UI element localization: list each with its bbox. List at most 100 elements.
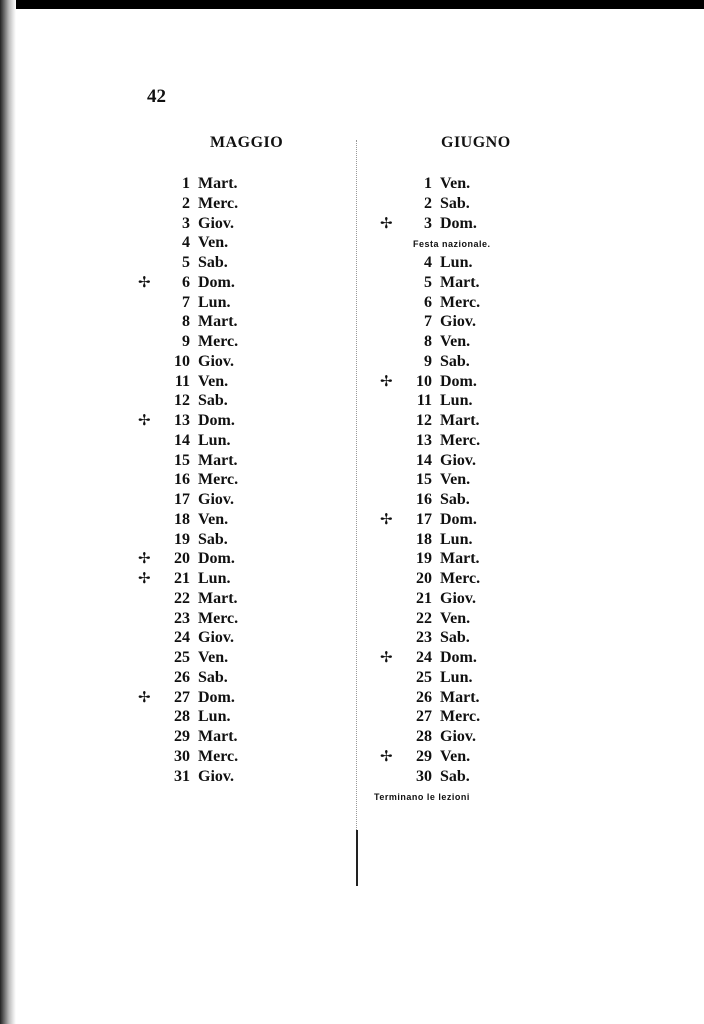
day-row: 11 Lun. — [380, 391, 550, 411]
day-number: 31 — [174, 767, 190, 785]
weekday-name: Merc. — [198, 609, 239, 627]
weekday-name: Giov. — [440, 728, 477, 745]
day-row: 10 Giov. — [138, 352, 308, 372]
month-heading-maggio: MAGGIO — [210, 134, 284, 151]
weekday-name: Dom. — [440, 372, 477, 390]
day-number: 6 — [182, 273, 190, 291]
weekday-name: Giov. — [440, 451, 477, 469]
day-row: 8 Mart. — [138, 312, 308, 332]
day-row: 1 Ven. — [380, 174, 550, 194]
day-row: 24 Giov. — [138, 628, 308, 648]
weekday-name: Giov. — [198, 352, 235, 370]
day-number: 17 — [416, 510, 432, 528]
day-row: 5 Mart. — [380, 273, 550, 293]
weekday-name: Sab. — [440, 629, 470, 647]
day-number: 7 — [182, 293, 190, 311]
weekday-name: Sab. — [440, 491, 470, 508]
weekday-name: Mart. — [440, 688, 480, 706]
day-number: 30 — [174, 747, 190, 765]
day-number: 18 — [174, 510, 190, 528]
day-number: 20 — [174, 550, 190, 568]
day-number: 1 — [182, 175, 190, 192]
cross-icon: ✢ — [138, 569, 151, 587]
day-row: 13 Merc. — [380, 431, 550, 451]
weekday-name: Sab. — [440, 767, 470, 785]
weekday-name: Merc. — [198, 194, 239, 212]
day-number: 22 — [416, 609, 432, 627]
weekday-name: Lun. — [198, 293, 231, 311]
weekday-name: Sab. — [198, 254, 228, 271]
day-row: 7 Giov. — [380, 312, 550, 332]
day-number: 21 — [174, 570, 190, 587]
day-row: 26 Mart. — [380, 688, 550, 708]
calendar-column-giugno: 1 Ven. 2 Sab. ✢ 3 Dom. Festa nazionale. 4 Lun. 5 Ma… — [374, 174, 550, 806]
weekday-name: Ven. — [440, 175, 471, 192]
day-number: 27 — [174, 688, 190, 706]
weekday-name: Dom. — [440, 510, 477, 528]
day-row: 19 Mart. — [380, 549, 550, 569]
day-row: 18 Lun. — [380, 530, 550, 550]
note-row: Festa nazionale. — [413, 233, 550, 253]
day-row: 16 Sab. — [380, 490, 550, 510]
cross-icon: ✢ — [380, 648, 393, 666]
day-row: 4 Ven. — [138, 233, 308, 253]
cross-icon: ✢ — [380, 371, 393, 390]
day-number: 16 — [174, 471, 190, 489]
weekday-name: Merc. — [440, 570, 481, 587]
weekday-name: Giov. — [198, 629, 235, 647]
cross-icon: ✢ — [138, 549, 151, 568]
day-number: 8 — [424, 333, 432, 350]
day-row: 30 Sab. — [380, 767, 550, 787]
weekday-name: Mart. — [198, 589, 238, 607]
day-row: ✢ 17 Dom. — [380, 510, 550, 530]
day-row: 14 Lun. — [138, 431, 308, 451]
day-row: 6 Merc. — [380, 293, 550, 313]
day-number: 29 — [416, 747, 432, 765]
day-row: 15 Mart. — [138, 451, 308, 471]
cross-icon: ✢ — [138, 272, 151, 291]
note-row: Terminano le lezioni — [374, 786, 550, 806]
day-row: 25 Lun. — [380, 668, 550, 688]
weekday-name: Ven. — [198, 510, 229, 528]
day-number: 6 — [424, 293, 432, 311]
day-row: 23 Merc. — [138, 609, 308, 629]
weekday-name: Giov. — [440, 589, 477, 607]
day-number: 13 — [416, 431, 432, 449]
day-row: 29 Mart. — [138, 727, 308, 747]
weekday-name: Lun. — [440, 530, 473, 548]
day-number: 19 — [174, 530, 190, 548]
weekday-name: Ven. — [440, 333, 471, 350]
day-row: ✢ 27 Dom. — [138, 688, 308, 708]
day-number: 12 — [416, 412, 432, 429]
day-number: 8 — [182, 313, 190, 331]
day-number: 28 — [174, 708, 190, 726]
weekday-name: Giov. — [198, 214, 235, 232]
weekday-name: Ven. — [440, 609, 471, 627]
day-row: 28 Lun. — [138, 707, 308, 727]
cross-icon: ✢ — [138, 411, 151, 429]
weekday-name: Ven. — [440, 747, 471, 765]
weekday-name: Merc. — [440, 708, 481, 726]
day-number: 3 — [182, 214, 190, 232]
day-row: ✢ 6 Dom. — [138, 273, 308, 293]
day-row: 23 Sab. — [380, 628, 550, 648]
weekday-name: Giov. — [440, 313, 477, 331]
day-row: ✢ 29 Ven. — [380, 747, 550, 767]
day-number: 24 — [174, 629, 190, 647]
weekday-name: Ven. — [440, 471, 471, 489]
day-row: ✢ 21 Lun. — [138, 569, 308, 589]
day-number: 29 — [174, 728, 190, 745]
day-number: 15 — [174, 451, 190, 469]
weekday-name: Ven. — [198, 649, 229, 666]
weekday-name: Lun. — [440, 392, 473, 410]
cross-icon: ✢ — [138, 687, 151, 706]
cross-icon: ✢ — [380, 509, 393, 528]
day-number: 12 — [174, 392, 190, 410]
weekday-name: Dom. — [198, 273, 235, 291]
day-number: 15 — [416, 471, 432, 489]
weekday-name: Dom. — [440, 214, 477, 232]
day-row: 14 Giov. — [380, 451, 550, 471]
weekday-name: Dom. — [198, 550, 235, 568]
day-number: 18 — [416, 530, 432, 548]
day-row: 20 Merc. — [380, 569, 550, 589]
